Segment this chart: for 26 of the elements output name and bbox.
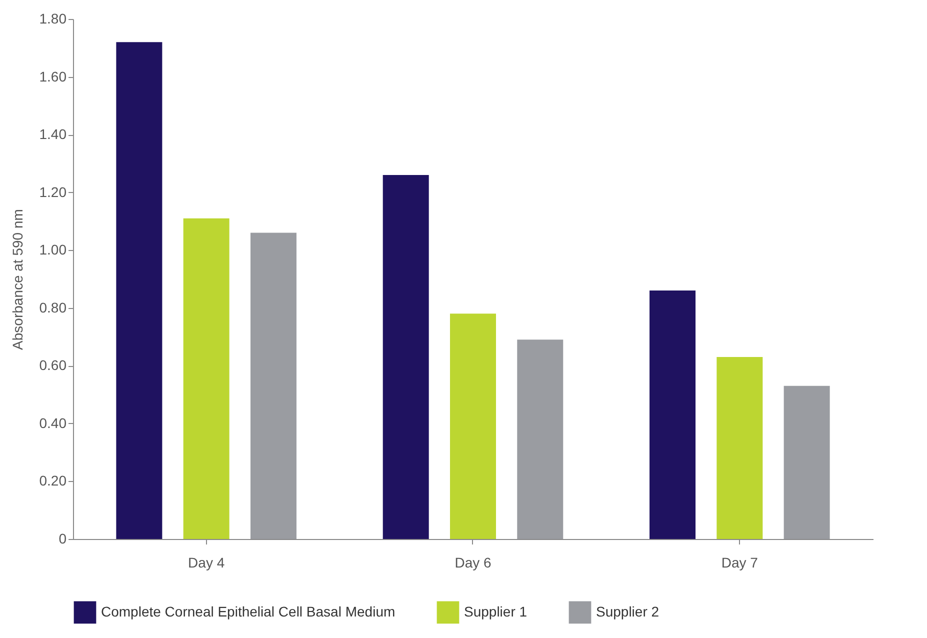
y-tick-label: 0.40 <box>39 414 67 431</box>
y-tick-label: 1.20 <box>39 184 67 200</box>
bar <box>250 232 296 539</box>
y-tick-label: 1.40 <box>39 126 67 142</box>
y-tick-label: 1.00 <box>39 242 67 258</box>
bar <box>517 340 564 539</box>
bar <box>716 357 763 539</box>
y-tick-label: 0 <box>58 530 67 546</box>
bar <box>382 175 429 539</box>
legend-label: Supplier 2 <box>596 603 660 620</box>
x-tick-label: Day 4 <box>188 554 225 570</box>
y-tick-label: 1.60 <box>39 68 67 84</box>
bar <box>116 42 162 539</box>
y-tick-label: 0.80 <box>39 299 67 316</box>
bar <box>183 218 230 539</box>
y-axis-title: Absorbance at 590 nm <box>9 209 26 350</box>
x-tick-label: Day 6 <box>454 554 492 570</box>
legend-label: Supplier 1 <box>464 603 528 620</box>
bar <box>784 386 830 539</box>
bar <box>450 314 496 539</box>
y-tick-label: 1.80 <box>39 10 67 26</box>
y-tick-label: 0.20 <box>39 472 67 489</box>
y-tick-label: 0.60 <box>39 357 67 374</box>
x-tick-label: Day 7 <box>721 554 758 570</box>
legend-label: Complete Corneal Epithelial Cell Basal Medium <box>101 603 396 620</box>
bar <box>650 290 696 539</box>
